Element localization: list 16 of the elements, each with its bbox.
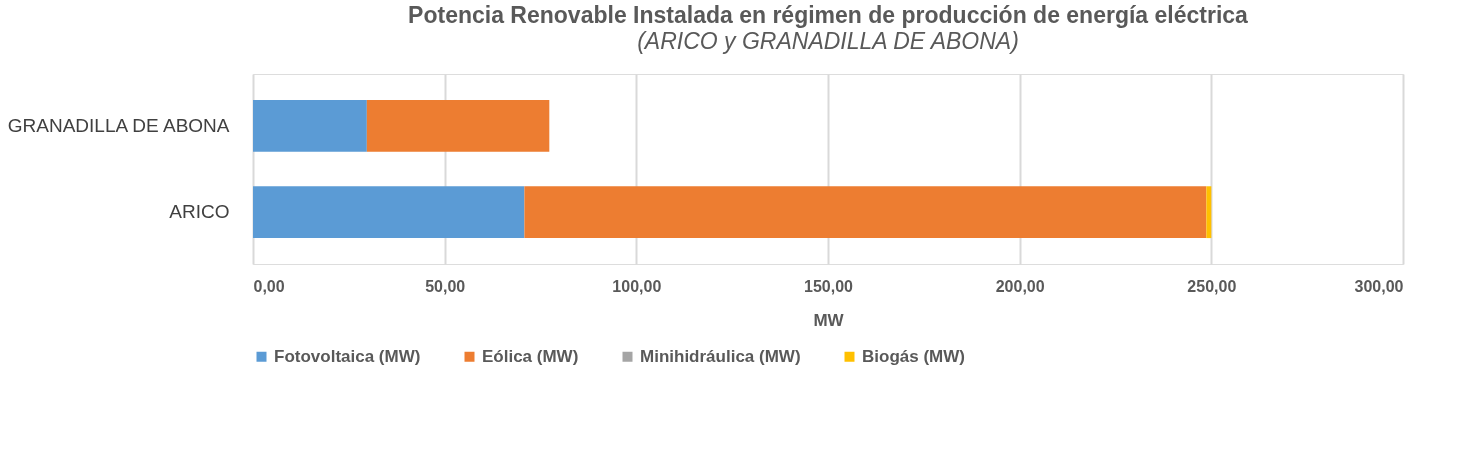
legend-label: Fotovoltaica (MW) [274, 346, 421, 366]
y-tick-label: GRANADILLA DE ABONA [7, 114, 230, 136]
x-axis-title: MW [813, 310, 845, 330]
legend-label: Eólica (MW) [482, 346, 579, 366]
x-tick-label: 150,00 [804, 277, 854, 295]
chart-title: Potencia Renovable Instalada en régimen de producción de energía eléctrica [408, 2, 1249, 28]
x-tick-label: 100,00 [612, 277, 662, 295]
legend-label: Biogás (MW) [862, 346, 965, 366]
x-tick-label: 50,00 [425, 277, 466, 295]
x-tick-label: 0,00 [253, 277, 285, 295]
y-tick-label: ARICO [169, 201, 230, 223]
chart-subtitle: (ARICO y GRANADILLA DE ABONA) [637, 28, 1019, 54]
x-tick-label: 250,00 [1187, 277, 1237, 295]
x-tick-label: 300,00 [1354, 277, 1404, 295]
legend-label: Minihidráulica (MW) [640, 346, 801, 366]
x-tick-label: 200,00 [995, 277, 1045, 295]
